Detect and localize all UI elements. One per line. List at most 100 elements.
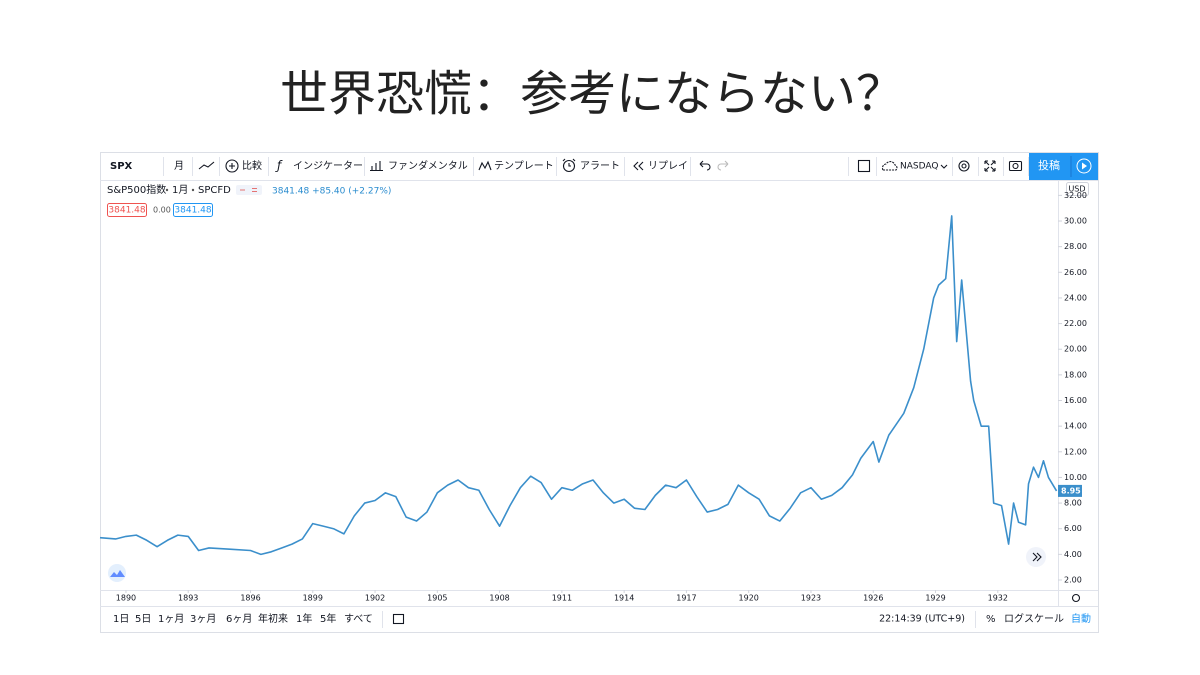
scroll-button[interactable] xyxy=(1026,547,1046,567)
y-tick-label: 30.00 xyxy=(1064,217,1087,226)
fullscreen-icon[interactable] xyxy=(984,160,996,172)
bottom-bar: 22:14:39 (UTC+9) % ログスケール 自動 1日 5日 1ヶ月 3ヶ月 6… xyxy=(113,611,1091,628)
x-tick-label: 1905 xyxy=(427,594,447,603)
last-price-label: 8.95 xyxy=(1061,486,1081,495)
clock[interactable]: 22:14:39 (UTC+9) xyxy=(879,614,965,625)
y-tick-label: 6.00 xyxy=(1064,524,1082,533)
replay[interactable]: リプレイ xyxy=(648,160,688,172)
exchange[interactable]: NASDAQ xyxy=(900,162,938,172)
y-tick-label: 14.00 xyxy=(1064,422,1087,431)
y-tick-label: 12.00 xyxy=(1064,447,1087,456)
range-button[interactable]: 5日 xyxy=(135,614,151,625)
bid: 3841.48 xyxy=(108,206,145,216)
alert-icon-hands xyxy=(562,158,576,167)
legend-name: S&P500指数 xyxy=(107,183,166,196)
slide-title: 世界恐慌：参考にならない？ xyxy=(280,66,904,122)
publish-button[interactable] xyxy=(1029,153,1098,180)
x-tick-label: 1932 xyxy=(988,594,1008,603)
range-button[interactable]: 6ヶ月 xyxy=(226,613,252,625)
undo-icon[interactable] xyxy=(699,160,711,171)
y-tick-label: 2.00 xyxy=(1064,576,1082,585)
bid-box xyxy=(107,203,147,217)
play-icon[interactable] xyxy=(1076,158,1092,174)
legend-quote: 3841.48 +85.40 (+2.27%) xyxy=(272,187,391,197)
x-tick-label: 1929 xyxy=(925,594,945,603)
templates-icon[interactable] xyxy=(478,160,492,171)
screenshot-frame xyxy=(100,152,1099,633)
toolbar: SPX 月 比較 ƒ インジケーター ファンダメンタル テンプレート アラート … xyxy=(100,153,1098,181)
play-triangle xyxy=(1082,162,1087,170)
alert-icon[interactable] xyxy=(562,159,576,173)
x-tick-label: 1902 xyxy=(365,594,385,603)
scroll-icon xyxy=(1032,552,1042,562)
log-toggle[interactable]: ログスケール xyxy=(1004,612,1064,625)
auto-toggle[interactable]: 自動 xyxy=(1071,612,1091,625)
y-tick-label: 28.00 xyxy=(1064,242,1087,251)
camera-lens xyxy=(1012,162,1019,170)
compare-icon-plus xyxy=(229,163,235,169)
ask: 3841.48 xyxy=(174,206,211,216)
alert[interactable]: アラート xyxy=(580,160,620,172)
range-button[interactable]: すべて xyxy=(344,613,373,625)
x-tick-label: 1920 xyxy=(739,594,759,603)
exchange-caret[interactable] xyxy=(940,164,948,169)
legend-toggle[interactable] xyxy=(236,185,262,195)
publish[interactable]: 投稿 xyxy=(1038,158,1060,172)
y-tick-label: 10.00 xyxy=(1064,473,1087,482)
range-button[interactable]: 1日 xyxy=(113,614,129,625)
x-tick-label: 1911 xyxy=(552,594,572,603)
fx-icon[interactable]: ƒ xyxy=(275,159,283,173)
templates[interactable]: テンプレート xyxy=(494,160,554,172)
currency-box[interactable] xyxy=(1066,182,1089,196)
x-tick-label: 1908 xyxy=(489,594,509,603)
logo xyxy=(108,564,126,582)
x-tick-label: 1914 xyxy=(614,594,634,603)
y-tick-label: 32.00 xyxy=(1064,191,1087,200)
range-button[interactable]: 年初来 xyxy=(258,612,288,625)
replay-icon[interactable] xyxy=(633,161,644,171)
fundamentals[interactable]: ファンダメンタル xyxy=(388,159,468,172)
range-button[interactable]: 1ヶ月 xyxy=(158,613,184,625)
y-tick-label: 26.00 xyxy=(1064,268,1087,277)
range-button[interactable]: 3ヶ月 xyxy=(190,613,216,625)
range-button[interactable]: 1年 xyxy=(296,612,312,625)
spread: 0.00 xyxy=(153,206,171,215)
camera-icon[interactable] xyxy=(1008,160,1023,172)
y-tick-label: 20.00 xyxy=(1064,345,1087,354)
ask-box xyxy=(173,203,213,217)
y-tick-label: 18.00 xyxy=(1064,370,1087,379)
currency[interactable]: USD xyxy=(1068,185,1085,194)
legend-source: SPCFD xyxy=(198,185,231,196)
redo-icon[interactable] xyxy=(717,160,729,171)
x-tick-label: 1890 xyxy=(116,594,136,603)
y-tick-label: 24.00 xyxy=(1064,293,1087,302)
symbol[interactable]: SPX xyxy=(110,161,133,172)
y-tick-label: 4.00 xyxy=(1064,550,1082,559)
x-tick-label: 1923 xyxy=(801,594,821,603)
percent-toggle[interactable]: % xyxy=(986,614,996,625)
date-range-icon[interactable] xyxy=(392,613,405,625)
compare[interactable]: 比較 xyxy=(242,159,262,172)
range-button[interactable]: 5年 xyxy=(320,612,336,625)
checkbox-icon[interactable] xyxy=(857,159,871,173)
legend-dot xyxy=(191,188,195,192)
last-price-box xyxy=(1058,484,1082,497)
x-tick-label: 1896 xyxy=(240,594,260,603)
legend: S&P500指数 1月 SPCFD 3841.48 +85.40 (+2.27%… xyxy=(107,183,391,217)
y-tick-label: 22.00 xyxy=(1064,319,1087,328)
legend-toggle-icon xyxy=(240,188,257,192)
compare-icon[interactable] xyxy=(225,159,239,173)
price-line xyxy=(99,215,1058,556)
legend-interval: 1月 xyxy=(172,184,188,196)
indicators[interactable]: インジケーター xyxy=(293,160,363,172)
cloud-icon[interactable] xyxy=(881,161,898,171)
x-tick-label: 1926 xyxy=(863,594,883,603)
chart-style-icon[interactable] xyxy=(198,161,215,170)
axis-settings[interactable] xyxy=(1071,593,1081,603)
x-tick-label: 1917 xyxy=(676,594,696,603)
fundamentals-icon[interactable] xyxy=(370,161,383,172)
settings-icon-core xyxy=(961,163,967,169)
interval[interactable]: 月 xyxy=(174,160,184,172)
settings-icon[interactable] xyxy=(958,160,970,172)
